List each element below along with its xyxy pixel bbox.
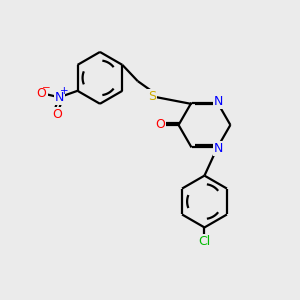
Text: N: N [55, 91, 64, 104]
Text: O: O [37, 87, 46, 100]
Text: S: S [148, 90, 156, 103]
Text: N: N [214, 142, 223, 155]
Text: +: + [60, 85, 69, 95]
Text: Cl: Cl [198, 235, 211, 248]
Text: −: − [42, 83, 50, 93]
Text: O: O [52, 108, 62, 121]
Text: O: O [155, 118, 165, 131]
Text: N: N [214, 95, 223, 108]
